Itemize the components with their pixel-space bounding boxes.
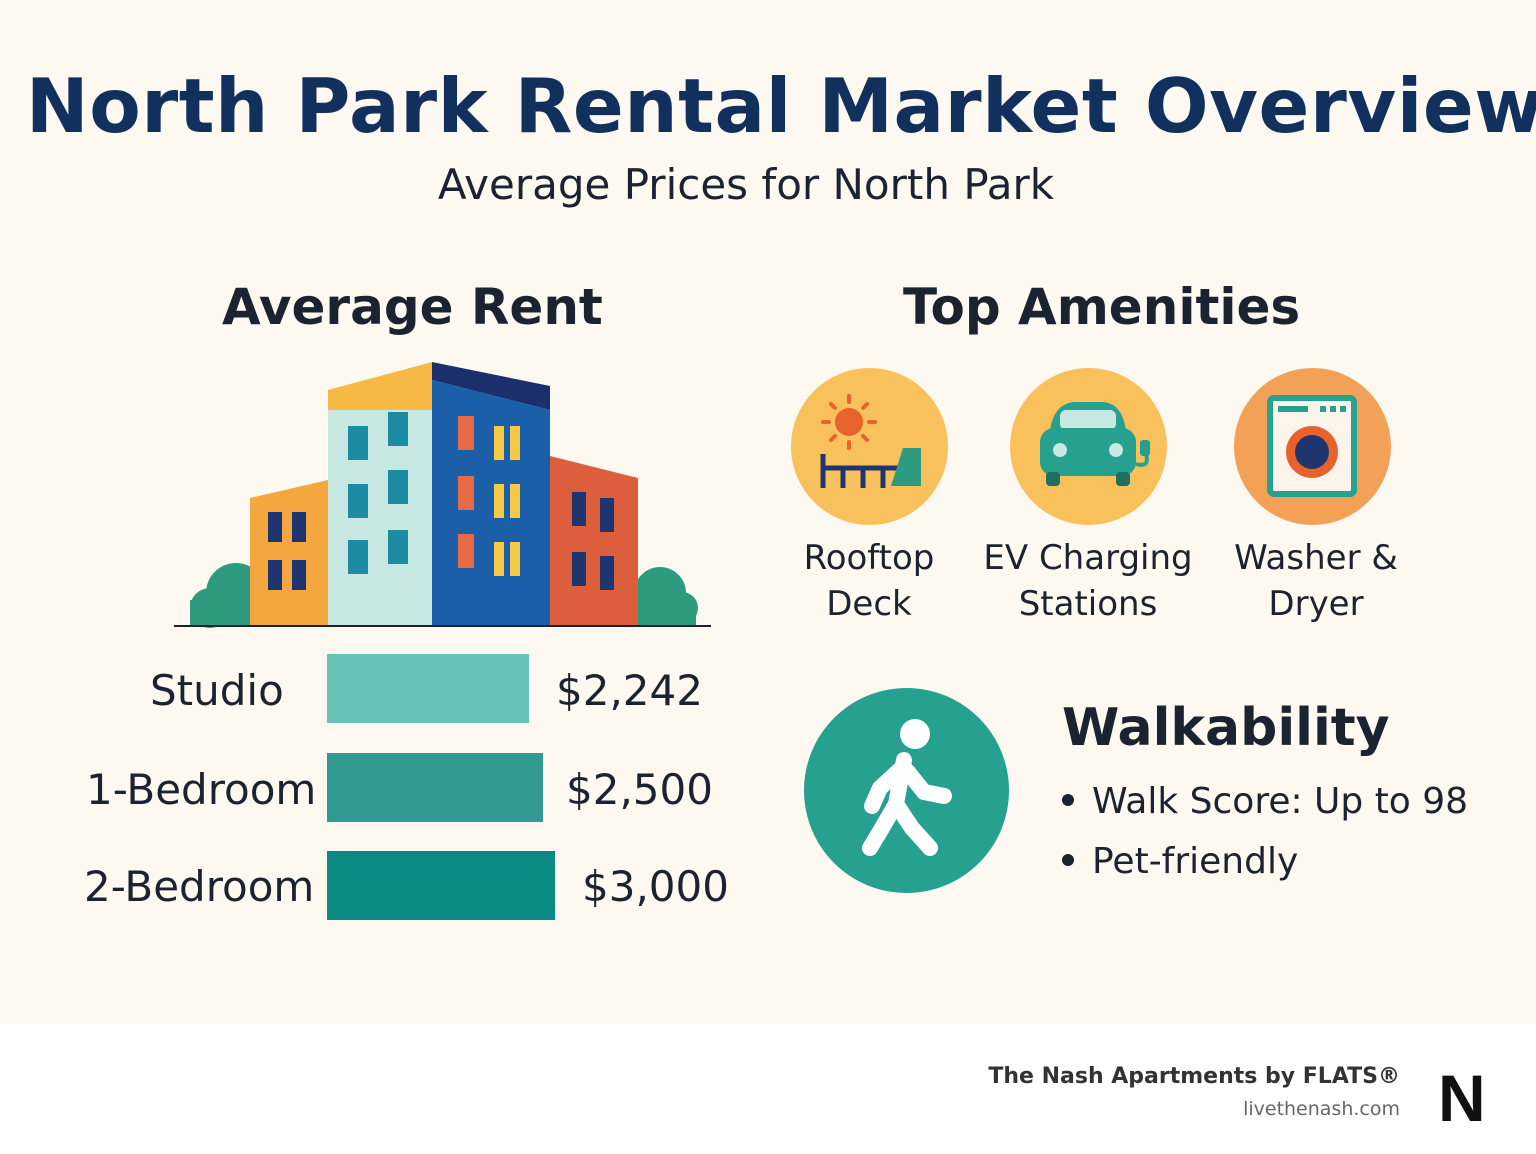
pedestrian-icon: [804, 688, 1009, 893]
amenity-label-ev-charging: EV Charging Stations: [968, 535, 1208, 627]
rent-label-studio: Studio: [150, 666, 284, 715]
walkability-item-text: Pet-friendly: [1092, 841, 1299, 882]
footer-url-link[interactable]: livethenash.com: [1243, 1098, 1400, 1120]
amenity-label-rooftop-deck: Rooftop Deck: [749, 535, 989, 627]
walkability-list: Walk Score: Up to 98 Pet-friendly: [1062, 780, 1468, 900]
average-rent-heading: Average Rent: [222, 278, 603, 336]
bush-right-icon: [630, 567, 698, 626]
amenity-label-washer-dryer: Washer & Dryer: [1196, 535, 1436, 627]
top-amenities-heading: Top Amenities: [903, 278, 1301, 336]
footer: [0, 1024, 1536, 1154]
walkability-heading: Walkability: [1062, 698, 1390, 758]
walkability-item-text: Walk Score: Up to 98: [1092, 781, 1469, 822]
washer-dryer-icon: [1234, 368, 1391, 525]
apartment-buildings-illustration: [174, 362, 711, 628]
rent-bar-studio: [327, 654, 529, 723]
building-blue: [432, 362, 550, 626]
list-item: Pet-friendly: [1062, 840, 1468, 900]
rent-label-2-bedroom: 2-Bedroom: [84, 862, 315, 911]
amenity-label-line1: Rooftop: [803, 538, 935, 578]
rent-value-studio: $2,242: [556, 666, 703, 715]
building-red: [550, 456, 638, 626]
amenity-label-line1: EV Charging: [983, 538, 1193, 578]
list-item: Walk Score: Up to 98: [1062, 780, 1468, 840]
amenity-label-line2: Stations: [1018, 584, 1158, 624]
page-title: North Park Rental Market Overview: [25, 62, 1536, 150]
footer-brand: The Nash Apartments by FLATS®: [988, 1064, 1400, 1089]
page-subtitle: Average Prices for North Park: [437, 160, 1055, 209]
rent-value-2-bedroom: $3,000: [582, 862, 729, 911]
rent-value-1-bedroom: $2,500: [566, 765, 713, 814]
brand-logo: N: [1438, 1061, 1486, 1135]
amenity-label-line2: Deck: [826, 584, 912, 624]
ev-charging-car-icon: [1010, 368, 1167, 525]
amenity-label-line2: Dryer: [1268, 584, 1364, 624]
bullet-icon: [1062, 854, 1074, 866]
amenity-label-line1: Washer &: [1234, 538, 1398, 578]
rent-label-1-bedroom: 1-Bedroom: [86, 765, 317, 814]
rooftop-deck-icon: [791, 368, 948, 525]
building-orange: [250, 480, 328, 626]
bullet-icon: [1062, 794, 1074, 806]
rent-bar-2-bedroom: [327, 851, 555, 920]
rent-bar-1-bedroom: [327, 753, 543, 822]
building-light: [328, 362, 432, 626]
